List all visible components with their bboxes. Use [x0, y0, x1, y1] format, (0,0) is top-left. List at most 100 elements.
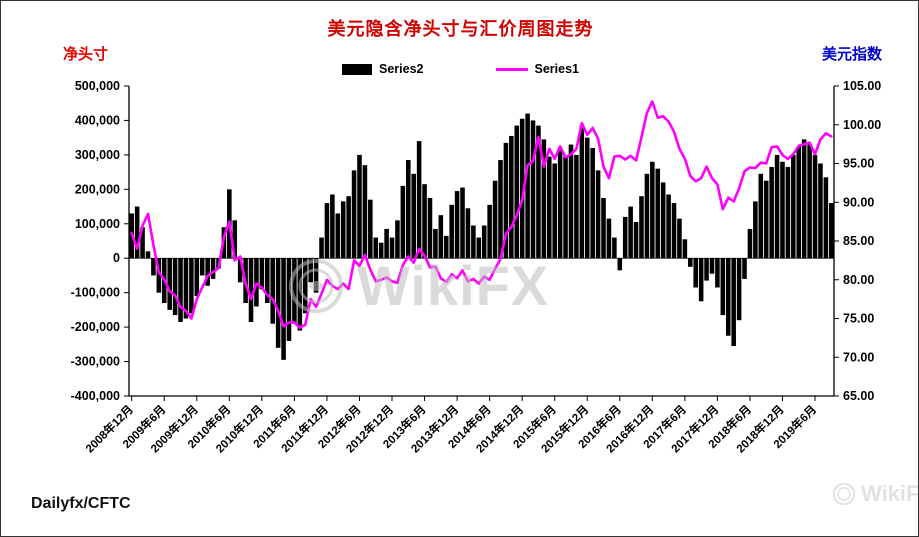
net-position-bar	[178, 258, 183, 322]
net-position-bar	[270, 258, 275, 324]
left-axis-tick-label: -200,000	[71, 320, 120, 334]
net-position-bar	[785, 166, 791, 259]
net-position-bar	[427, 197, 433, 259]
net-position-bar	[389, 237, 395, 259]
net-position-bar	[313, 258, 319, 293]
net-position-bar	[823, 177, 829, 259]
net-position-bar	[194, 258, 200, 297]
net-position-bar	[753, 201, 758, 259]
net-position-bar	[829, 203, 834, 259]
net-position-bar	[503, 142, 509, 259]
net-position-bar	[416, 141, 422, 259]
net-position-bar	[400, 185, 406, 259]
left-axis-tick-label: 300,000	[75, 148, 120, 162]
net-position-bar	[601, 197, 606, 259]
net-position-bar	[189, 258, 194, 314]
net-position-bar	[302, 258, 308, 314]
net-position-bar	[763, 180, 769, 259]
net-position-bar	[237, 258, 243, 283]
net-position-bar	[275, 258, 281, 348]
net-position-bar	[780, 161, 785, 259]
net-position-bar	[655, 168, 661, 259]
left-axis-tick-label: 200,000	[75, 182, 120, 196]
net-position-bar	[210, 258, 216, 279]
right-axis-tick-label: 100.00	[843, 118, 881, 132]
net-position-bar	[622, 216, 628, 259]
net-position-bar	[346, 196, 351, 259]
net-position-bar	[281, 258, 286, 360]
net-position-bar	[509, 135, 514, 259]
net-position-bar	[563, 156, 568, 259]
net-position-bar	[807, 144, 812, 259]
net-position-bar	[725, 258, 731, 336]
left-axis-tick-label: -300,000	[71, 355, 120, 369]
net-position-bar	[514, 125, 520, 259]
net-position-bar	[590, 148, 595, 259]
net-position-bar	[259, 258, 265, 290]
net-position-bar	[758, 173, 764, 259]
net-position-bar	[368, 199, 373, 259]
line-swatch-icon	[495, 67, 528, 71]
net-position-bar	[617, 258, 623, 271]
net-position-bar	[465, 208, 471, 259]
net-position-bar	[151, 258, 156, 276]
net-position-bar	[487, 204, 492, 259]
source-label: Dailyfx/CFTC	[31, 495, 131, 512]
legend-item-series2: Series2	[342, 62, 424, 76]
net-position-bar	[801, 139, 807, 259]
net-position-bar	[818, 163, 823, 259]
net-position-bar	[443, 235, 449, 259]
net-position-bar	[433, 228, 438, 259]
net-position-bar	[373, 237, 379, 259]
net-position-bar	[682, 239, 688, 259]
net-position-bar	[232, 220, 238, 259]
net-position-bar	[248, 258, 254, 322]
right-axis-tick-label: 90.00	[843, 195, 874, 209]
net-position-bar	[265, 258, 270, 303]
net-position-bar	[688, 258, 693, 267]
net-position-bar	[698, 258, 704, 302]
net-position-bar	[536, 125, 541, 259]
net-position-bar	[199, 258, 205, 276]
net-position-bar	[292, 258, 297, 324]
net-position-bar	[286, 258, 292, 341]
net-position-bar	[541, 139, 547, 259]
net-position-bar	[378, 242, 384, 259]
net-position-bar	[557, 148, 563, 259]
net-position-bar	[460, 187, 465, 259]
net-position-bar	[297, 258, 303, 331]
net-position-bar	[650, 161, 655, 259]
right-axis-tick-label: 85.00	[843, 234, 874, 248]
right-axis-tick-label: 80.00	[843, 273, 874, 287]
net-position-bar	[666, 194, 671, 259]
left-axis-tick-label: 100,000	[75, 217, 120, 231]
net-position-bar	[156, 258, 162, 293]
net-position-bar	[612, 237, 617, 259]
net-position-bar	[639, 196, 644, 259]
usd-index-line	[130, 100, 833, 330]
net-position-bar	[715, 258, 720, 288]
net-position-bar	[606, 218, 612, 259]
left-axis-tick-label: -100,000	[71, 286, 120, 300]
net-position-bar	[812, 154, 818, 259]
net-position-bar	[384, 228, 389, 259]
right-axis-title: 美元指数	[821, 46, 882, 63]
net-position-bar	[595, 170, 601, 259]
right-axis-tick-label: 75.00	[843, 312, 874, 326]
net-position-bar	[574, 154, 579, 259]
right-axis-tick-label: 105.00	[843, 79, 881, 93]
net-position-bar	[454, 191, 460, 259]
net-position-bar	[628, 206, 633, 259]
legend-label-series2: Series2	[379, 62, 424, 76]
net-position-bar	[769, 166, 774, 259]
legend-label-series1: Series1	[534, 62, 579, 76]
left-axis-tick-label: 400,000	[75, 113, 120, 127]
net-position-bar	[140, 227, 145, 259]
net-position-bar	[183, 258, 189, 319]
net-position-bar	[172, 258, 178, 316]
net-position-bar	[357, 154, 362, 259]
net-position-bar	[644, 173, 650, 259]
net-position-bar	[324, 203, 330, 259]
